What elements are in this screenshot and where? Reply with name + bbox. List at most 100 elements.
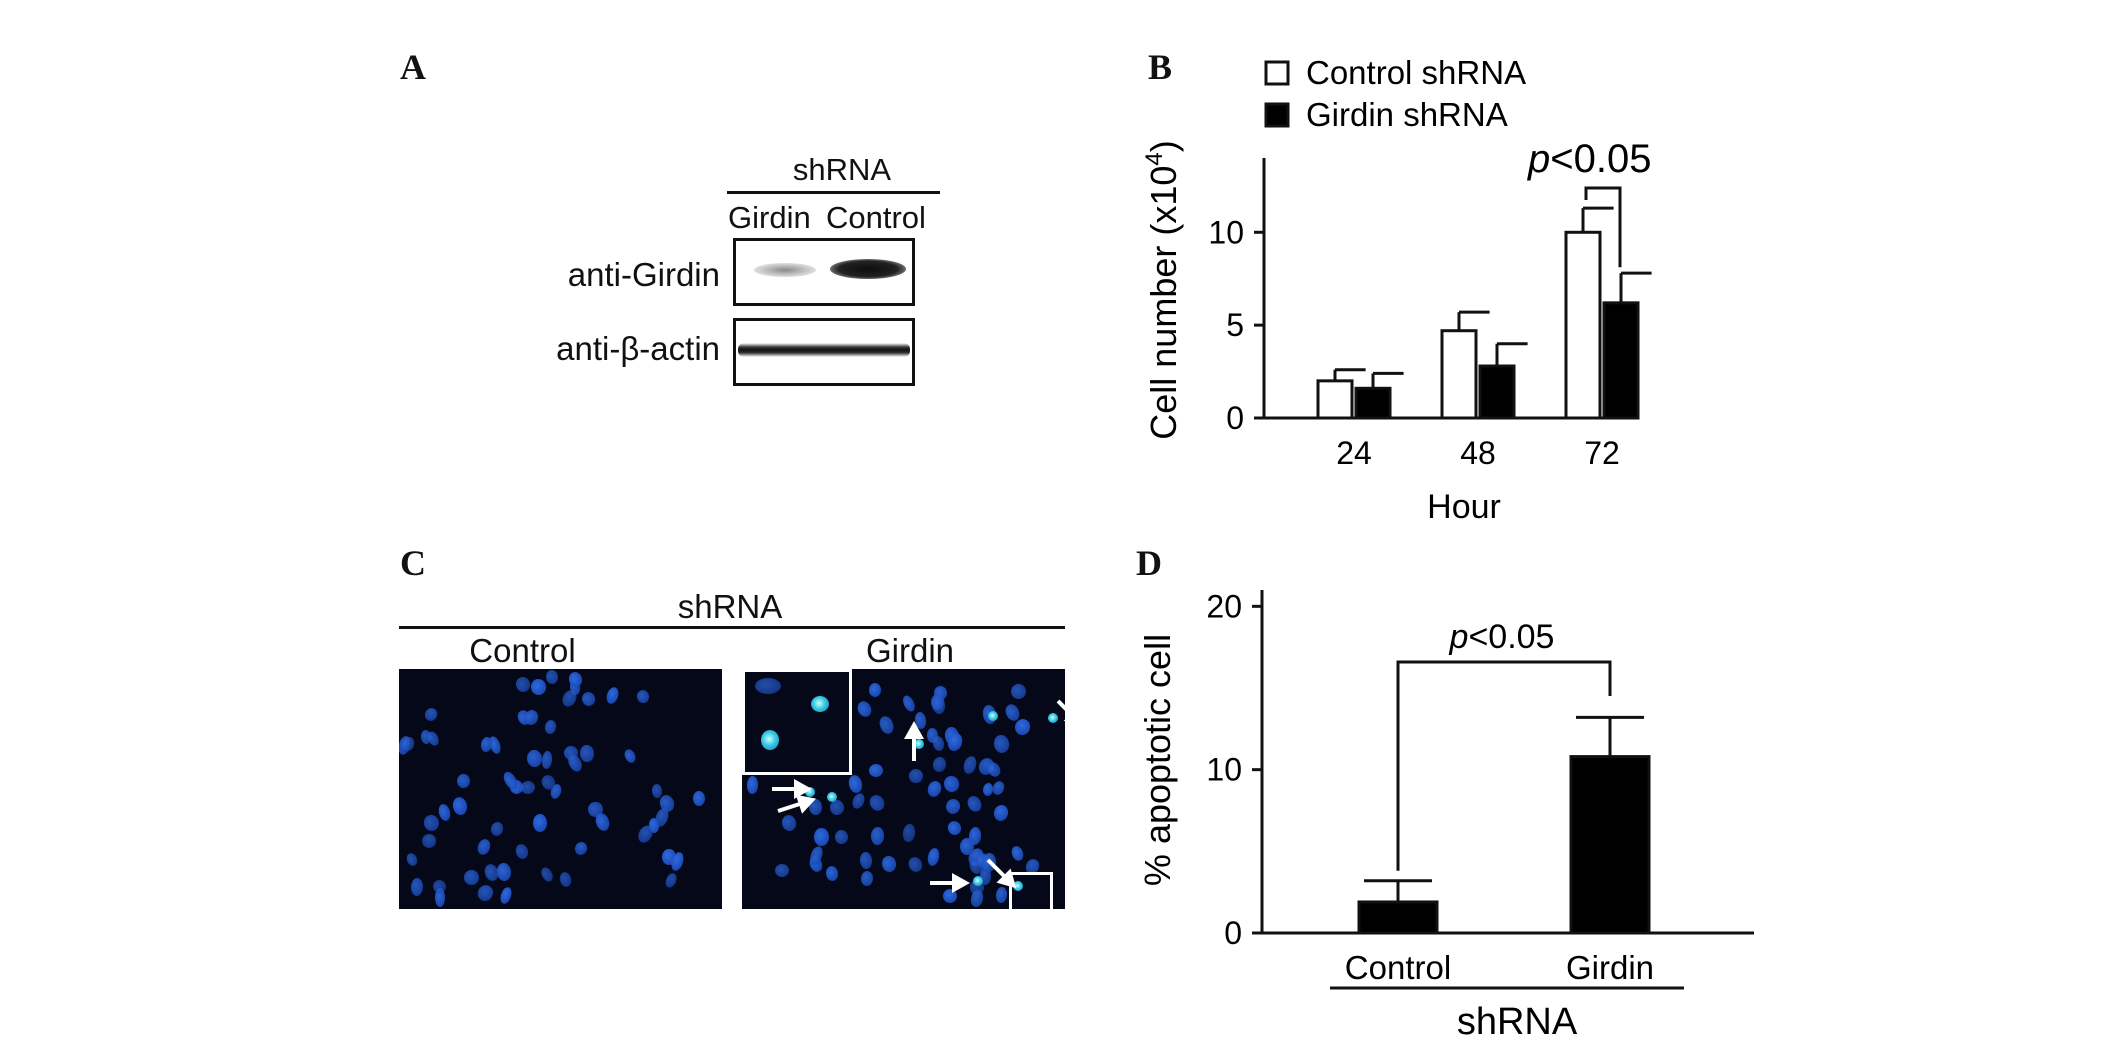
cell-nucleus: [834, 829, 849, 845]
cell-nucleus: [868, 763, 884, 778]
cell-nucleus: [593, 811, 612, 833]
cell-nucleus: [579, 744, 594, 763]
panel-letter-c: C: [400, 543, 426, 583]
chart-d-y-tick-label: 0: [1224, 915, 1242, 951]
inset-nucleus: [755, 678, 781, 694]
cell-nucleus: [1009, 682, 1028, 701]
cell-nucleus: [622, 747, 638, 765]
cell-nucleus: [519, 779, 537, 796]
annotation-arrow-icon: [777, 801, 804, 813]
cell-nucleus: [513, 842, 530, 861]
cell-nucleus: [451, 796, 469, 817]
cell-nucleus: [456, 773, 470, 788]
micro-label-girdin: Girdin: [865, 632, 955, 669]
micrograph-control: [399, 669, 722, 909]
cell-nucleus: [498, 885, 514, 906]
panel-letter-a: A: [400, 47, 426, 87]
chart-b-y-tick-label: 5: [1226, 307, 1244, 343]
inset-source-box: [1009, 872, 1053, 909]
cell-nucleus: [692, 791, 705, 807]
blot-lane-label-control: Control: [826, 200, 926, 235]
micrograph-inset: [742, 669, 852, 775]
micrograph-girdin: [742, 669, 1065, 909]
chart-d-bar: [1357, 900, 1439, 935]
cell-nucleus: [539, 865, 556, 884]
chart-d-bar: [1569, 755, 1651, 935]
cell-nucleus: [855, 698, 874, 719]
cell-nucleus: [808, 844, 825, 866]
chart-b-bar: [1316, 379, 1354, 420]
cell-nucleus: [860, 870, 874, 887]
cell-nucleus: [543, 718, 558, 735]
chart-b-x-tick-label: 48: [1460, 435, 1496, 471]
chart-d-y-label: % apoptotic cell: [1137, 634, 1178, 886]
apoptotic-nucleus: [827, 792, 837, 802]
cell-nucleus: [985, 760, 1004, 780]
cell-nucleus: [901, 823, 916, 843]
cell-nucleus: [942, 774, 961, 794]
chart-b-bar: [1602, 301, 1640, 420]
cell-nucleus: [944, 797, 963, 817]
cell-nucleus: [475, 837, 493, 857]
chart-b-x-label: Hour: [1427, 488, 1501, 526]
chart-b-bar: [1564, 230, 1602, 420]
chart-b-y-tick-label: 10: [1208, 214, 1244, 250]
micro-header-shrna: shRNA: [677, 588, 783, 625]
cell-nucleus: [489, 820, 505, 838]
chart-d-significance-bracket: [1396, 660, 1612, 871]
cell-nucleus: [959, 837, 975, 855]
cell-nucleus: [425, 729, 442, 748]
chart-b-significance-label: p<0.05: [1527, 137, 1651, 181]
cell-nucleus: [850, 791, 868, 811]
cell-nucleus: [945, 818, 964, 838]
chart-d-y-tick-label: 10: [1206, 752, 1242, 788]
cell-nucleus: [663, 871, 679, 891]
cell-nucleus: [870, 826, 885, 846]
apoptotic-nucleus: [1048, 713, 1058, 723]
chart-b-y-tick-label: 0: [1226, 400, 1244, 436]
chart-d-x-tick-label: Girdin: [1566, 949, 1654, 986]
cell-nucleus: [824, 865, 839, 882]
chart-b-legend-swatch-girdin: [1264, 102, 1290, 128]
cell-nucleus: [421, 813, 440, 834]
apoptotic-nucleus: [988, 711, 998, 721]
cell-nucleus: [579, 690, 597, 708]
annotation-arrow-icon: [912, 735, 916, 761]
cell-nucleus: [925, 847, 941, 867]
chart-d-x-label: shRNA: [1457, 1001, 1578, 1043]
chart-d-x-tick-label: Control: [1345, 949, 1451, 986]
cell-nucleus: [880, 855, 898, 874]
cell-nucleus: [405, 852, 420, 869]
annotation-arrow-icon: [772, 779, 812, 799]
cell-nucleus: [480, 736, 493, 753]
cell-nucleus: [779, 813, 798, 833]
chart-d-significance-label: p<0.05: [1449, 618, 1555, 656]
cell-nucleus: [992, 734, 1010, 754]
micro-label-control: Control: [469, 632, 576, 669]
cell-nucleus: [859, 851, 873, 870]
cell-nucleus: [981, 782, 995, 798]
cell-nucleus: [530, 677, 547, 695]
chart-b-legend-label: Girdin shRNA: [1306, 96, 1508, 133]
cell-nucleus: [545, 669, 559, 684]
cell-nucleus: [572, 840, 589, 858]
chart-d-y-tick-label: 20: [1206, 588, 1242, 624]
cell-nucleus: [437, 802, 453, 823]
blot-row-label-actin: anti-β-actin: [556, 330, 720, 367]
inset-apoptotic-nucleus: [761, 730, 779, 750]
cell-nucleus: [774, 864, 790, 878]
cell-nucleus: [635, 688, 651, 705]
blot-header-rule: [727, 191, 940, 194]
cell-nucleus: [526, 749, 544, 768]
chart-b-bar: [1354, 386, 1392, 420]
chart-b-legend-label: Control shRNA: [1306, 54, 1526, 91]
cell-nucleus: [900, 693, 918, 714]
cell-nucleus: [868, 682, 882, 697]
cell-nucleus: [846, 774, 864, 796]
inset-apoptotic-nucleus: [811, 696, 829, 712]
cell-nucleus: [418, 831, 439, 851]
cell-nucleus: [558, 870, 574, 889]
cell-nucleus: [496, 861, 512, 882]
apoptotic-nucleus: [914, 739, 924, 749]
